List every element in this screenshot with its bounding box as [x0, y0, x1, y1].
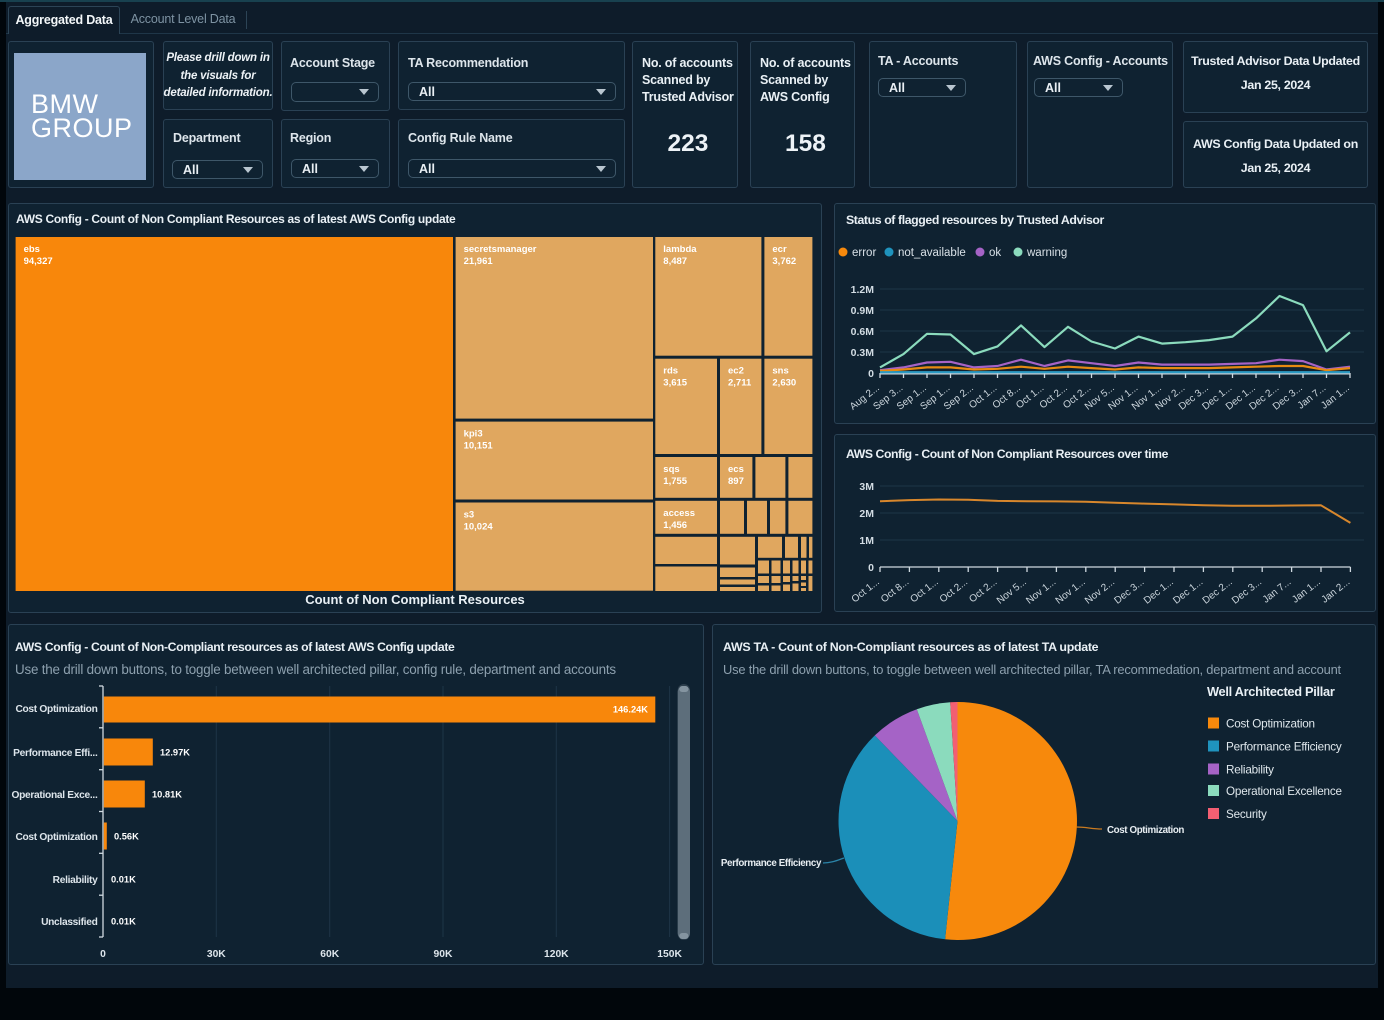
- svg-text:Dec 3...: Dec 3...: [1230, 577, 1264, 607]
- svg-text:1M: 1M: [859, 535, 874, 547]
- svg-text:Oct 2...: Oct 2...: [938, 577, 970, 606]
- svg-text:Unclassified: Unclassified: [41, 917, 97, 928]
- svg-text:Operational Exce...: Operational Exce...: [11, 790, 97, 801]
- svg-text:0.9M: 0.9M: [851, 305, 875, 317]
- svg-text:Cost Optimization: Cost Optimization: [15, 832, 97, 843]
- svg-text:kpi3: kpi3: [464, 429, 483, 440]
- svg-text:Dec 1...: Dec 1...: [1142, 577, 1176, 607]
- svg-text:10,151: 10,151: [464, 441, 494, 452]
- svg-text:Dec 3...: Dec 3...: [1113, 577, 1147, 607]
- svg-text:897: 897: [728, 476, 744, 487]
- svg-text:Operational Excellence: Operational Excellence: [1226, 785, 1342, 798]
- svg-text:Dec 1...: Dec 1...: [1171, 577, 1205, 607]
- svg-text:Oct 1...: Oct 1...: [908, 577, 940, 606]
- svg-text:access: access: [663, 508, 695, 519]
- svg-text:Oct 1...: Oct 1...: [850, 577, 882, 606]
- svg-text:10,024: 10,024: [464, 522, 494, 533]
- svg-text:Dec 2...: Dec 2...: [1201, 577, 1235, 607]
- svg-text:error: error: [852, 247, 876, 259]
- svg-text:3,615: 3,615: [663, 378, 687, 389]
- svg-text:Nov 5...: Nov 5...: [995, 577, 1029, 607]
- svg-text:secretsmanager: secretsmanager: [464, 244, 537, 255]
- svg-text:2,711: 2,711: [728, 378, 752, 389]
- svg-text:AWS TA - Count of Non-Complian: AWS TA - Count of Non-Compliant resource…: [723, 640, 1099, 654]
- svg-text:Reliability: Reliability: [53, 875, 98, 886]
- svg-text:1,456: 1,456: [663, 520, 687, 531]
- svg-text:Jan 2...: Jan 2...: [1320, 577, 1353, 606]
- svg-text:Cost Optimization: Cost Optimization: [1226, 718, 1315, 731]
- svg-text:Well Architected Pillar: Well Architected Pillar: [1207, 684, 1335, 699]
- svg-text:Security: Security: [1226, 808, 1267, 821]
- svg-text:ecs: ecs: [728, 464, 744, 475]
- svg-text:1.2M: 1.2M: [851, 284, 875, 296]
- svg-text:0.01K: 0.01K: [111, 917, 136, 927]
- svg-text:lambda: lambda: [663, 244, 697, 255]
- svg-text:Cost Optimization: Cost Optimization: [1107, 825, 1184, 836]
- svg-text:Cost Optimization: Cost Optimization: [15, 704, 97, 715]
- svg-text:8,487: 8,487: [663, 256, 687, 267]
- svg-text:3M: 3M: [859, 481, 874, 493]
- svg-text:94,327: 94,327: [24, 256, 53, 267]
- svg-text:Oct 8...: Oct 8...: [879, 577, 911, 606]
- svg-text:s3: s3: [464, 510, 475, 521]
- svg-text:warning: warning: [1026, 247, 1067, 259]
- svg-text:Jan 7...: Jan 7...: [1261, 577, 1294, 606]
- svg-text:12.97K: 12.97K: [160, 748, 190, 758]
- svg-text:sns: sns: [772, 366, 788, 377]
- svg-text:0.6M: 0.6M: [851, 326, 875, 338]
- svg-text:AWS Config - Count of Non Comp: AWS Config - Count of Non Compliant Reso…: [846, 447, 1169, 461]
- svg-text:Nov 2...: Nov 2...: [1083, 577, 1117, 607]
- svg-text:0: 0: [868, 368, 874, 380]
- svg-text:60K: 60K: [320, 949, 339, 960]
- svg-text:150K: 150K: [657, 949, 682, 960]
- svg-text:0: 0: [100, 949, 106, 960]
- svg-text:rds: rds: [663, 366, 678, 377]
- svg-text:0.01K: 0.01K: [111, 875, 136, 885]
- svg-text:10.81K: 10.81K: [152, 790, 182, 800]
- svg-text:0: 0: [868, 562, 874, 574]
- svg-text:not_available: not_available: [898, 247, 966, 259]
- svg-text:1,755: 1,755: [663, 476, 687, 487]
- svg-text:90K: 90K: [434, 949, 453, 960]
- svg-text:Performance Effi...: Performance Effi...: [13, 748, 98, 759]
- svg-text:ecr: ecr: [772, 244, 787, 255]
- svg-text:0.3M: 0.3M: [851, 347, 875, 359]
- svg-text:Nov 1...: Nov 1...: [1054, 577, 1088, 607]
- svg-text:3,762: 3,762: [772, 256, 796, 267]
- svg-text:Nov 1...: Nov 1...: [1024, 577, 1058, 607]
- svg-text:Performance Efficiency: Performance Efficiency: [721, 858, 822, 869]
- svg-text:Status of flagged resources by: Status of flagged resources by Trusted A…: [846, 213, 1105, 227]
- svg-text:0.56K: 0.56K: [114, 832, 139, 842]
- svg-text:120K: 120K: [544, 949, 569, 960]
- svg-text:ebs: ebs: [24, 244, 40, 255]
- svg-text:Use the drill down buttons, to: Use the drill down buttons, to toggle be…: [723, 662, 1342, 677]
- svg-text:Jan 1...: Jan 1...: [1290, 577, 1323, 606]
- svg-text:30K: 30K: [207, 949, 226, 960]
- svg-text:sqs: sqs: [663, 464, 679, 475]
- svg-text:Oct 2...: Oct 2...: [967, 577, 999, 606]
- svg-text:ok: ok: [989, 247, 1001, 259]
- svg-text:146.24K: 146.24K: [613, 705, 648, 715]
- svg-text:Reliability: Reliability: [1226, 764, 1274, 777]
- svg-text:2M: 2M: [859, 508, 874, 520]
- svg-text:Use the drill down buttons, to: Use the drill down buttons, to toggle be…: [15, 662, 616, 677]
- svg-text:Performance Efficiency: Performance Efficiency: [1226, 741, 1342, 754]
- svg-text:AWS Config - Count of Non-Comp: AWS Config - Count of Non-Compliant reso…: [15, 640, 455, 654]
- svg-text:2,630: 2,630: [772, 378, 796, 389]
- svg-text:ec2: ec2: [728, 366, 744, 377]
- svg-text:21,961: 21,961: [464, 256, 494, 267]
